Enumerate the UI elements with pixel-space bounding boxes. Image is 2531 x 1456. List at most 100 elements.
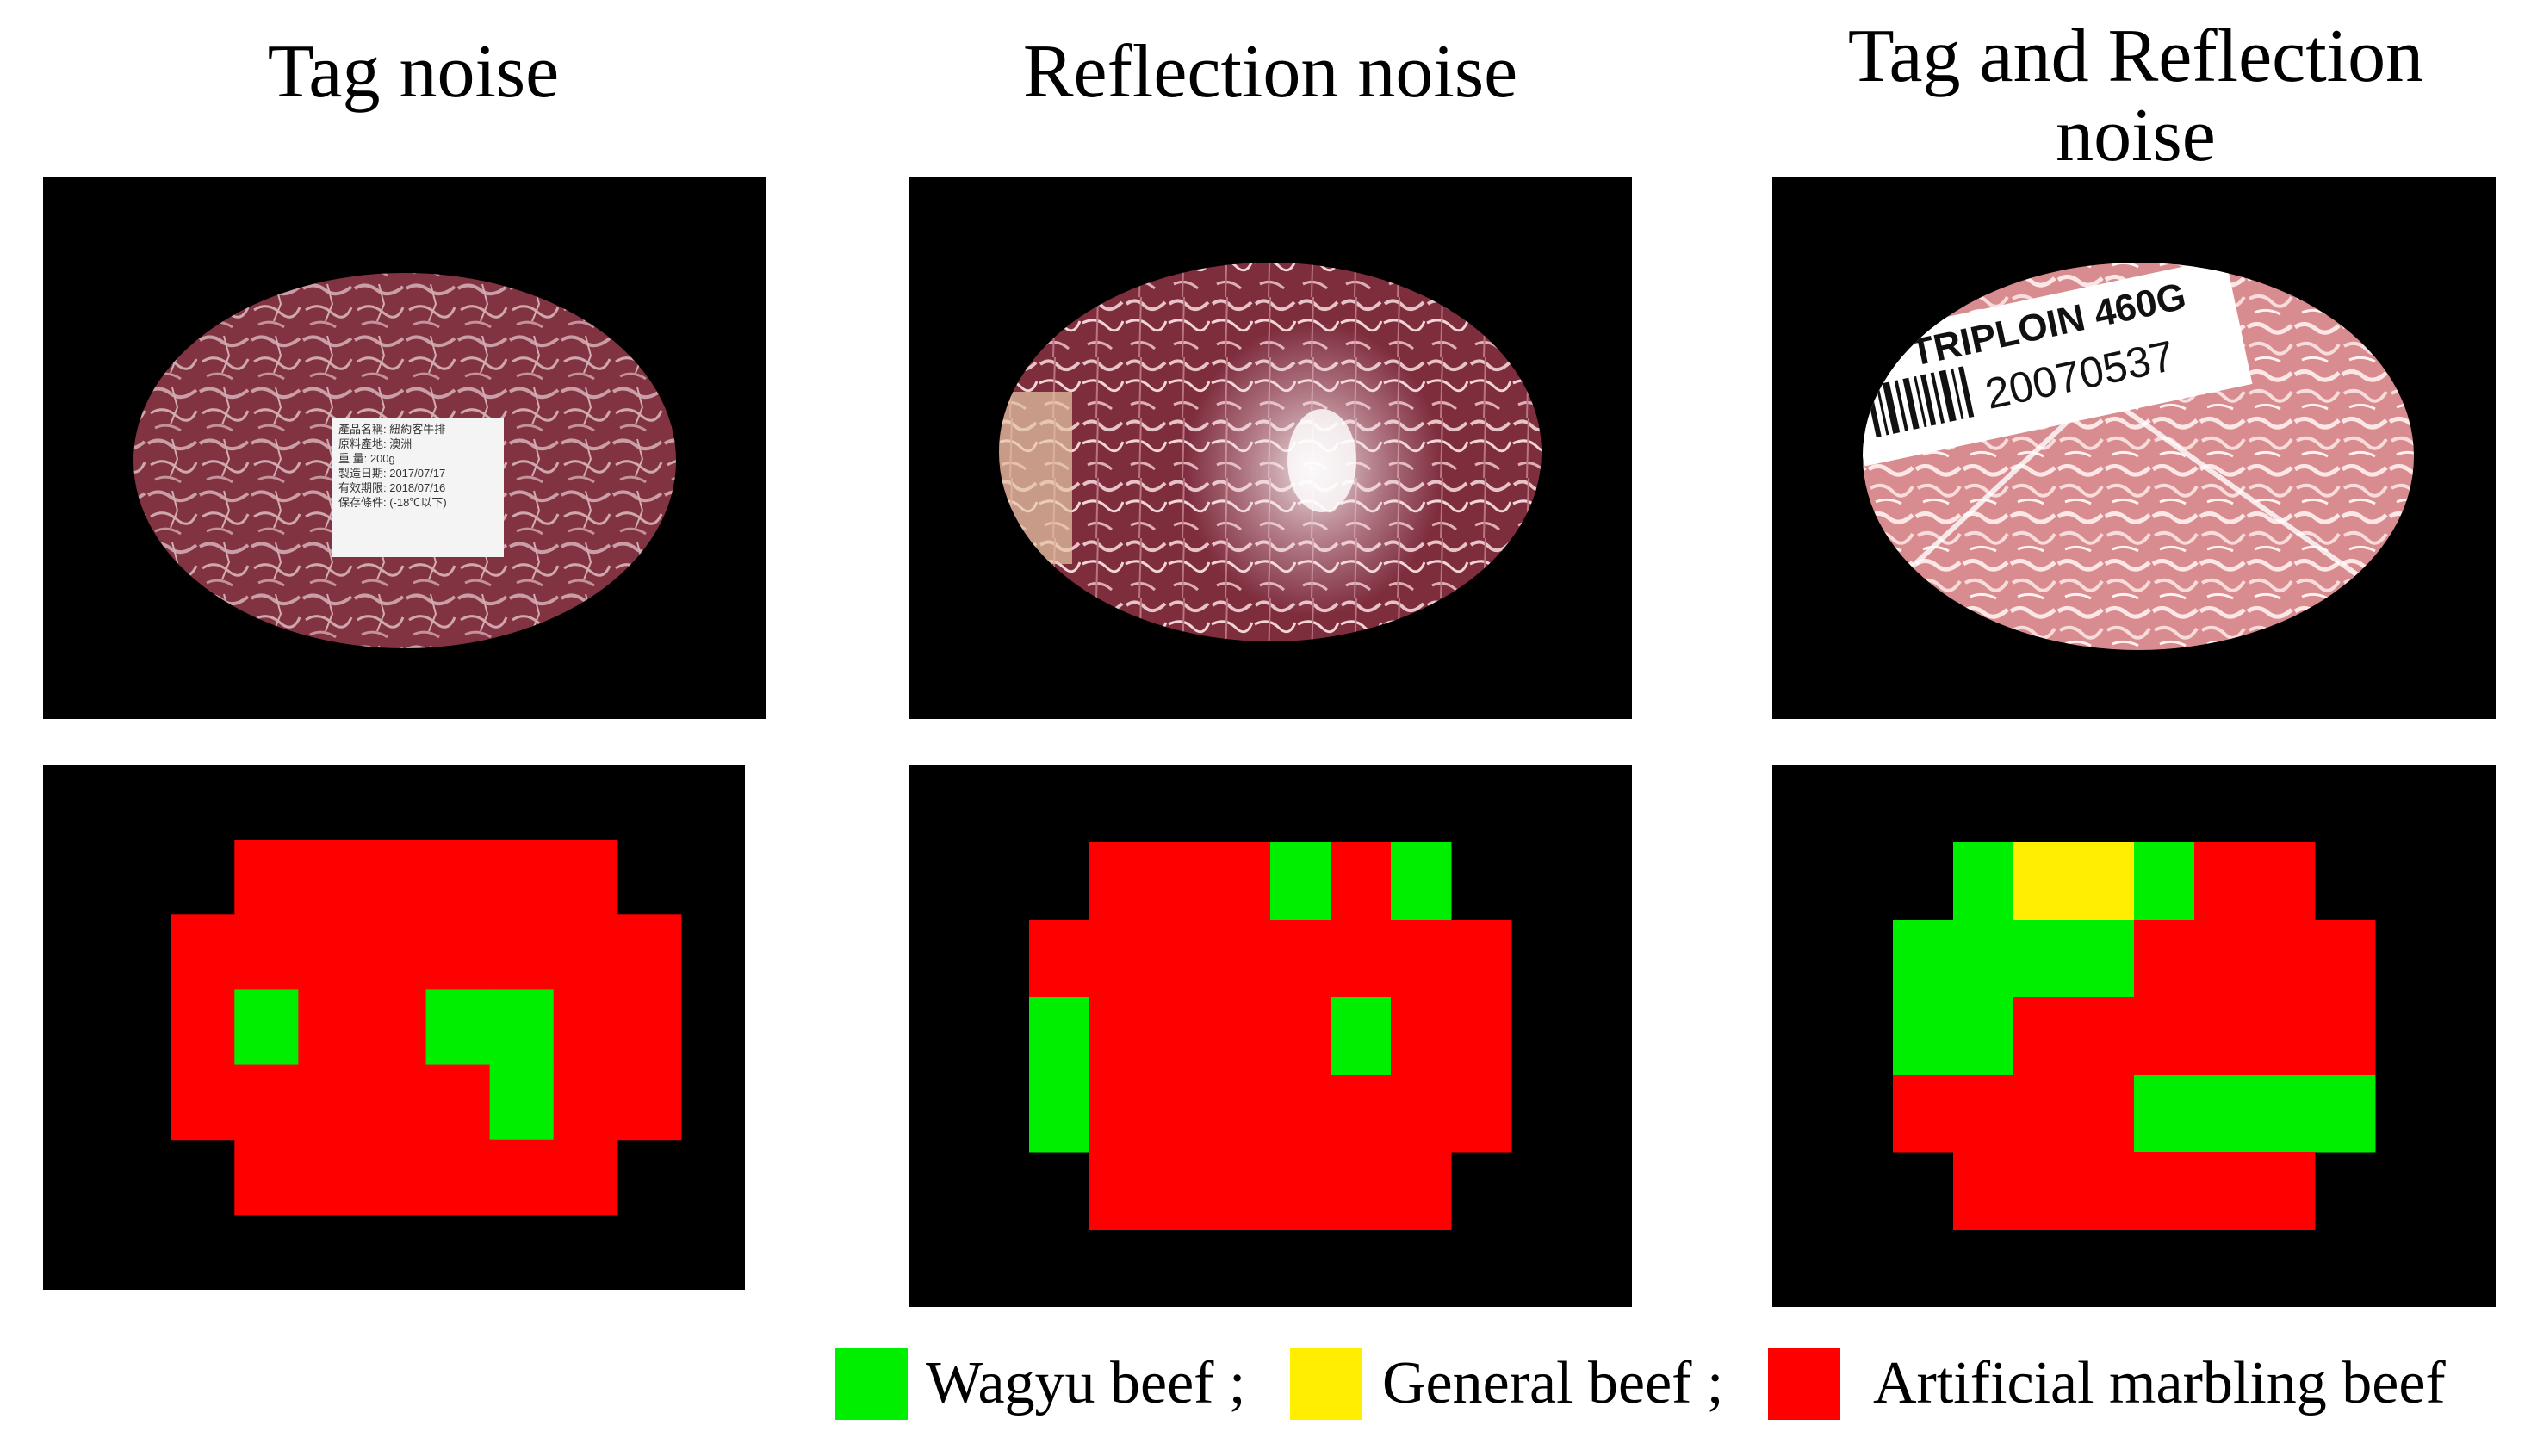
wagyu-cell	[2255, 1075, 2316, 1153]
artificial-marbling-cell	[1210, 842, 1271, 920]
artificial-marbling-cell	[1150, 1075, 1211, 1153]
artificial-marbling-cell	[1089, 842, 1151, 920]
artificial-marbling-cell	[171, 914, 235, 990]
legend-label-general: General beef ;	[1382, 1350, 1724, 1416]
artificial-marbling-cell	[1451, 920, 1512, 998]
wagyu-cell	[234, 989, 299, 1066]
artificial-marbling-cell	[2255, 997, 2316, 1075]
wagyu-cell	[1331, 997, 1392, 1075]
artificial-marbling-cell	[1150, 1152, 1211, 1230]
artificial-marbling-cell	[298, 1139, 363, 1216]
artificial-marbling-cell	[298, 989, 363, 1066]
artificial-marbling-cell	[298, 914, 363, 990]
wagyu-cell	[2013, 920, 2075, 998]
artificial-marbling-cell	[1210, 997, 1271, 1075]
artificial-marbling-cell	[1391, 1152, 1452, 1230]
artificial-marbling-cell	[617, 1064, 682, 1141]
artificial-marbling-cell	[489, 1139, 555, 1216]
artificial-marbling-cell	[1331, 1075, 1392, 1153]
wagyu-cell	[2134, 1075, 2195, 1153]
artificial-marbling-cell	[1150, 842, 1211, 920]
artificial-marbling-cell	[234, 1064, 299, 1141]
artificial-marbling-cell	[362, 914, 427, 990]
legend-swatch-artificial	[1768, 1348, 1840, 1420]
general-beef-cell	[2074, 842, 2135, 920]
artificial-marbling-cell	[1270, 1075, 1331, 1153]
general-beef-cell	[2013, 842, 2075, 920]
artificial-marbling-cell	[553, 914, 618, 990]
meat-photo-reflection-noise	[999, 263, 1542, 641]
artificial-marbling-cell	[1270, 920, 1331, 998]
artificial-marbling-cell	[1089, 920, 1151, 998]
artificial-marbling-cell	[362, 1064, 427, 1141]
artificial-marbling-cell	[1150, 920, 1211, 998]
column-title-reflection-noise: Reflection noise	[1022, 30, 1518, 114]
product-tag-text: 產品名稱: 紐約客牛排 原料產地: 澳洲 重 量: 200g 製造日期: 201…	[338, 423, 447, 509]
artificial-marbling-cell	[1210, 1152, 1271, 1230]
artificial-marbling-cell	[1953, 1152, 2014, 1230]
wagyu-cell	[1029, 1075, 1090, 1153]
artificial-marbling-cell	[553, 1064, 618, 1141]
grid-panel-tag-noise	[43, 765, 745, 1290]
artificial-marbling-cell	[1391, 997, 1452, 1075]
wagyu-cell	[2074, 920, 2135, 998]
artificial-marbling-cell	[2255, 920, 2316, 998]
artificial-marbling-cell	[171, 989, 235, 1066]
artificial-marbling-cell	[1210, 1075, 1271, 1153]
artificial-marbling-cell	[2255, 842, 2316, 920]
legend-swatch-general	[1290, 1348, 1362, 1420]
artificial-marbling-cell	[2134, 1152, 2195, 1230]
wagyu-cell	[2134, 842, 2195, 920]
artificial-marbling-cell	[2013, 997, 2075, 1075]
artificial-marbling-cell	[2074, 1075, 2135, 1153]
wagyu-cell	[1953, 997, 2014, 1075]
wagyu-cell	[1391, 842, 1452, 920]
wagyu-cell	[1270, 842, 1331, 920]
artificial-marbling-cell	[553, 1139, 618, 1216]
wagyu-cell	[1893, 997, 1954, 1075]
artificial-marbling-cell	[362, 1139, 427, 1216]
artificial-marbling-cell	[1953, 1075, 2014, 1153]
artificial-marbling-cell	[1391, 1075, 1452, 1153]
artificial-marbling-cell	[1270, 997, 1331, 1075]
wagyu-cell	[1893, 920, 1954, 998]
wagyu-cell	[425, 989, 491, 1066]
wagyu-cell	[489, 989, 555, 1066]
photo-panel-reflection-noise	[909, 177, 1632, 719]
wagyu-cell	[1953, 842, 2014, 920]
artificial-marbling-cell	[553, 840, 618, 915]
artificial-marbling-cell	[171, 1064, 235, 1141]
artificial-marbling-cell	[2013, 1075, 2075, 1153]
artificial-marbling-cell	[1210, 920, 1271, 998]
column-title-tag-noise: Tag noise	[267, 30, 560, 114]
artificial-marbling-cell	[2315, 997, 2376, 1075]
artificial-marbling-cell	[2315, 920, 2376, 998]
artificial-marbling-cell	[1150, 997, 1211, 1075]
legend-label-artificial: Artificial marbling beef	[1873, 1350, 2446, 1416]
column-title-tag-and-reflection-noise: Tag and Reflection noise	[1847, 15, 2424, 177]
artificial-marbling-cell	[2194, 842, 2255, 920]
artificial-marbling-cell	[617, 914, 682, 990]
artificial-marbling-cell	[489, 914, 555, 990]
artificial-marbling-cell	[2074, 997, 2135, 1075]
wagyu-cell	[489, 1064, 555, 1141]
artificial-marbling-cell	[234, 840, 299, 915]
artificial-marbling-cell	[2194, 997, 2255, 1075]
photo-panel-tag-noise: 產品名稱: 紐約客牛排 原料產地: 澳洲 重 量: 200g 製造日期: 201…	[43, 177, 766, 719]
artificial-marbling-cell	[298, 840, 363, 915]
product-tag	[332, 418, 504, 557]
artificial-marbling-cell	[489, 840, 555, 915]
artificial-marbling-cell	[2074, 1152, 2135, 1230]
artificial-marbling-cell	[425, 840, 491, 915]
artificial-marbling-cell	[362, 989, 427, 1066]
classification-grid-tag-and-reflection-noise	[1893, 842, 2376, 1230]
artificial-marbling-cell	[1331, 920, 1392, 998]
artificial-marbling-cell	[1029, 920, 1090, 998]
artificial-marbling-cell	[234, 914, 299, 990]
wagyu-cell	[1953, 920, 2014, 998]
meat-photo-tag-noise	[133, 273, 676, 648]
grid-panel-reflection-noise	[909, 765, 1632, 1307]
artificial-marbling-cell	[1089, 997, 1151, 1075]
artificial-marbling-cell	[298, 1064, 363, 1141]
artificial-marbling-cell	[1391, 920, 1452, 998]
